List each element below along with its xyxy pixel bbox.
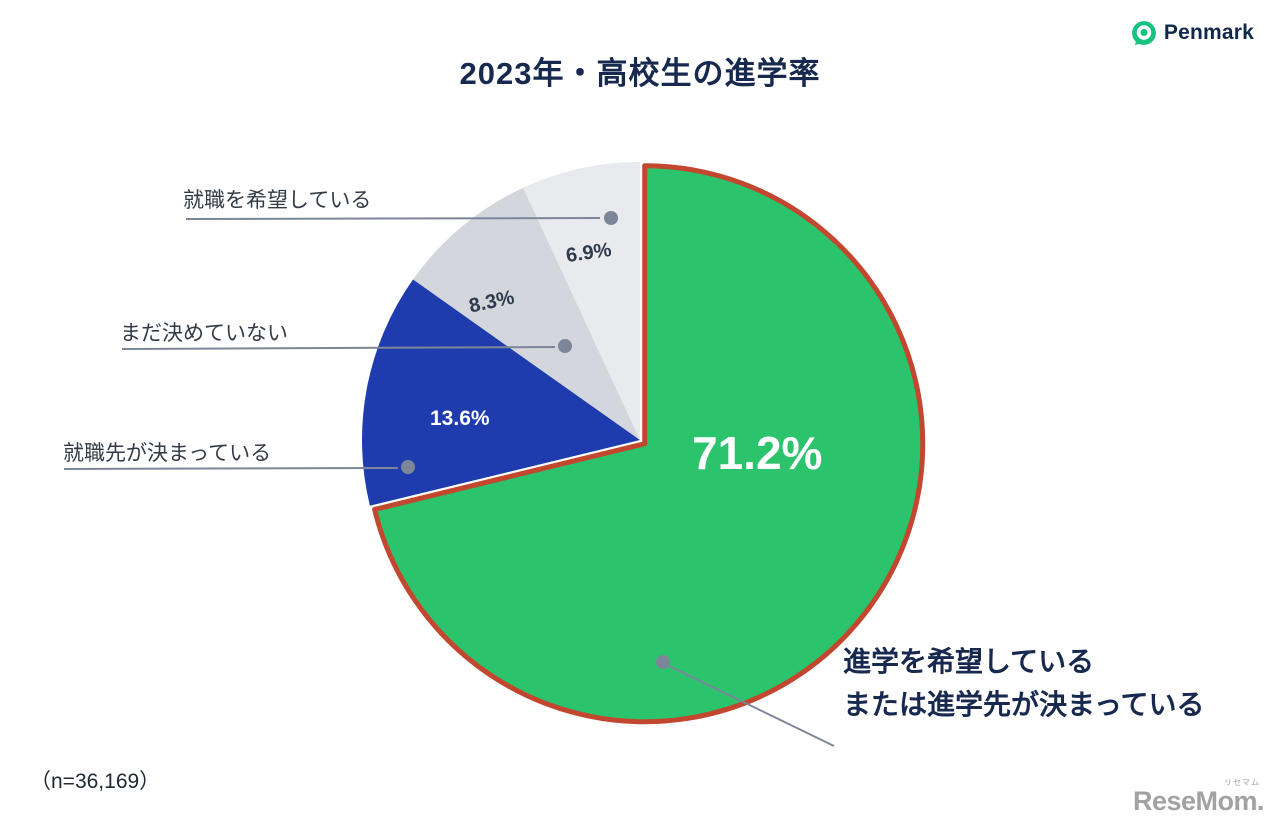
chart-title: 2023年・高校生の進学率 (459, 56, 821, 91)
pie-slice-1 (362, 279, 640, 506)
leader-line-advance (664, 663, 835, 747)
callout-undecided: まだ決めていない (120, 322, 288, 345)
resemom-logo: リセマム ReseMom. (1132, 778, 1265, 817)
leader-dot-jobs-hope (604, 211, 618, 225)
pie-slice-0 (372, 163, 926, 725)
leader-dot-job-decided (401, 460, 415, 474)
pct-label-advance: 71.2% (692, 427, 823, 479)
leader-dot-undecided (558, 339, 572, 353)
sample-size: （n=36,169） (30, 770, 161, 793)
callout-advance-line1: 進学を希望している (843, 646, 1095, 677)
resemom-furigana: リセマム (1224, 778, 1260, 787)
leader-line-undecided (121, 346, 556, 350)
penmark-logo: Penmark (1131, 20, 1254, 46)
leader-lines (63, 211, 835, 747)
pie-slice-3 (523, 162, 640, 440)
resemom-wordmark: ReseMom. (1132, 786, 1265, 816)
callout-job-decided: 就職先が決まっている (63, 442, 272, 465)
callout-jobs-hope: 就職を希望している (183, 189, 372, 212)
penmark-wordmark: Penmark (1163, 21, 1254, 44)
leader-line-job-decided (63, 467, 399, 470)
callout-advance: 進学を希望している または進学先が決まっている (843, 640, 1204, 727)
pie-slices (362, 162, 926, 725)
pie-slice-2 (413, 187, 640, 440)
leader-line-jobs-hope (185, 217, 601, 220)
leader-dot-advance (656, 655, 670, 669)
pct-label-job-decided: 13.6% (430, 407, 490, 430)
penmark-icon (1131, 21, 1156, 46)
callout-advance-line2: または進学先が決まっている (843, 689, 1205, 721)
